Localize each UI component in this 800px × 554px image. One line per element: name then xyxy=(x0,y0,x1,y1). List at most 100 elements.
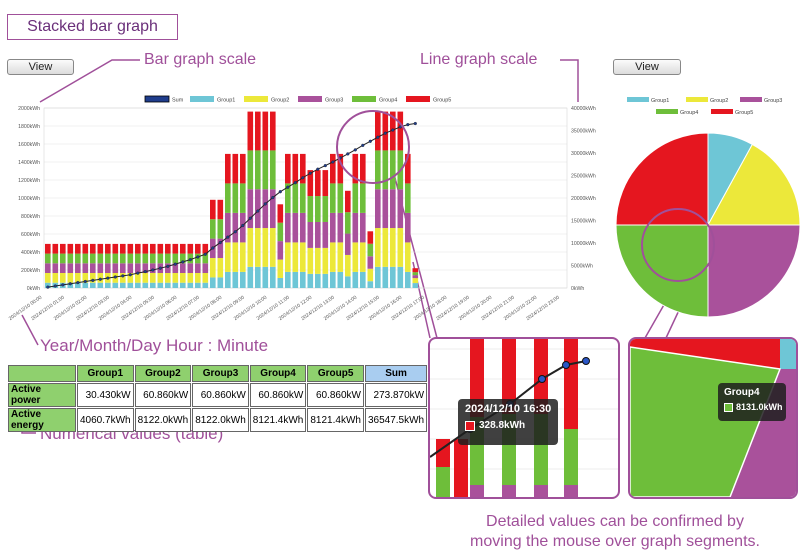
bar-segment xyxy=(210,199,216,220)
bar-segment xyxy=(202,282,209,288)
bar-segment xyxy=(90,243,96,254)
zoom-bar-segment xyxy=(564,339,578,429)
table-header-cell: Group1 xyxy=(77,365,134,382)
bar-segment xyxy=(82,263,89,274)
bar-segment xyxy=(180,263,186,274)
bar-segment xyxy=(345,254,351,277)
bar-segment xyxy=(240,212,246,243)
sum-point xyxy=(368,139,372,143)
bar-segment xyxy=(180,273,186,283)
bar-segment xyxy=(307,273,314,288)
bar-series xyxy=(45,111,419,288)
bar-segment xyxy=(120,253,126,264)
pie-chart xyxy=(615,132,800,318)
bar-segment xyxy=(67,243,74,254)
bar-segment xyxy=(277,241,284,260)
y-tick-label: 800kWh xyxy=(21,214,40,220)
bar-segment xyxy=(187,243,194,254)
table-cell: 60.860kW xyxy=(134,383,192,407)
bar-segment xyxy=(307,221,314,248)
pie-legend-label: Group5 xyxy=(735,110,753,116)
table-cell: 60.860kW xyxy=(307,383,364,407)
sum-point xyxy=(248,216,252,220)
zoom-bar-segment xyxy=(534,485,548,497)
bar-segment xyxy=(127,243,134,254)
bar-segment xyxy=(75,263,81,274)
bar-segment xyxy=(262,189,269,229)
bar-segment xyxy=(45,273,51,283)
pie-legend-swatch xyxy=(627,97,649,102)
bar-segment xyxy=(315,196,321,222)
pie-view-button[interactable]: View xyxy=(613,59,681,75)
sum-point xyxy=(203,252,207,256)
bar-segment xyxy=(75,243,81,254)
sum-point xyxy=(301,176,305,180)
bar-segment xyxy=(322,247,329,274)
sum-point xyxy=(256,209,260,213)
sum-line-series xyxy=(46,121,417,289)
pie-slice xyxy=(615,132,709,226)
bar-segment xyxy=(90,253,96,264)
bar-segment xyxy=(142,282,149,288)
table-header-cell: Sum xyxy=(364,365,428,382)
bar-segment xyxy=(405,183,411,213)
x-axis-callout: Year/Month/Day Hour : Minute xyxy=(40,336,269,355)
pie-legend-label: Group1 xyxy=(651,98,669,104)
bar-segment xyxy=(352,212,359,243)
y2-tick-label: 30000kWh xyxy=(571,151,596,157)
bar-segment xyxy=(345,190,351,213)
bar-segment xyxy=(60,273,66,283)
table-header-cell: Group5 xyxy=(307,365,364,382)
bar-segment xyxy=(367,256,374,269)
bar-segment xyxy=(300,212,306,243)
legend-label: Sum xyxy=(172,98,184,104)
zoom-circle-bar xyxy=(336,110,410,184)
sum-point xyxy=(83,279,87,284)
bar-segment xyxy=(360,271,366,288)
y-tick-label: 1200kWh xyxy=(18,178,40,184)
table-header-cell: Group3 xyxy=(192,365,249,382)
pie-tooltip-value: 8131.0kWh xyxy=(736,402,783,412)
bar-segment xyxy=(367,243,374,257)
sum-point xyxy=(68,282,72,286)
sum-point xyxy=(233,230,237,234)
bar-segment xyxy=(375,150,381,190)
bar-segment xyxy=(232,271,239,288)
bar-segment xyxy=(397,189,404,229)
bar-segment xyxy=(285,242,291,272)
line-scale-callout: Line graph scale xyxy=(420,51,538,68)
bar-segment xyxy=(292,212,299,243)
bar-segment xyxy=(262,266,269,288)
bar-segment xyxy=(337,153,344,184)
y-tick-label: 600kWh xyxy=(21,232,40,238)
sum-point xyxy=(91,278,95,282)
bar-segment xyxy=(345,276,351,288)
pie-legend-label: Group4 xyxy=(680,110,698,116)
bar-segment xyxy=(97,263,104,274)
bar-segment xyxy=(397,266,404,288)
zoom-panel-bar: 2024/12/10 16:30 328.8kWh xyxy=(428,337,620,499)
sum-point xyxy=(226,235,230,239)
bar-segment xyxy=(45,282,51,288)
view-button[interactable]: View xyxy=(7,59,74,75)
table-cell: 30.430kW xyxy=(77,383,134,407)
bar-segment xyxy=(187,282,194,288)
bar-segment xyxy=(270,228,276,267)
bar-segment xyxy=(112,243,119,254)
bar-segment xyxy=(240,183,246,213)
y-axis-left: 2000kWh 1800kWh 1600kWh 1400kWh 1200kWh 1000k… xyxy=(18,106,40,292)
sum-point xyxy=(151,268,155,272)
bar-segment xyxy=(367,268,374,282)
bar-segment xyxy=(255,228,261,267)
bar-segment xyxy=(52,243,59,254)
bar-segment xyxy=(232,153,239,184)
bar-segment xyxy=(120,243,126,254)
bar-segment xyxy=(127,253,134,264)
bar-segment xyxy=(322,196,329,222)
bar-segment xyxy=(75,253,81,264)
bar-segment xyxy=(382,228,389,267)
bar-segment xyxy=(157,243,164,254)
bar-segment xyxy=(277,204,284,223)
chart-legend: Sum Group1 Group2 Group3 Group4 Group5 xyxy=(144,95,451,104)
